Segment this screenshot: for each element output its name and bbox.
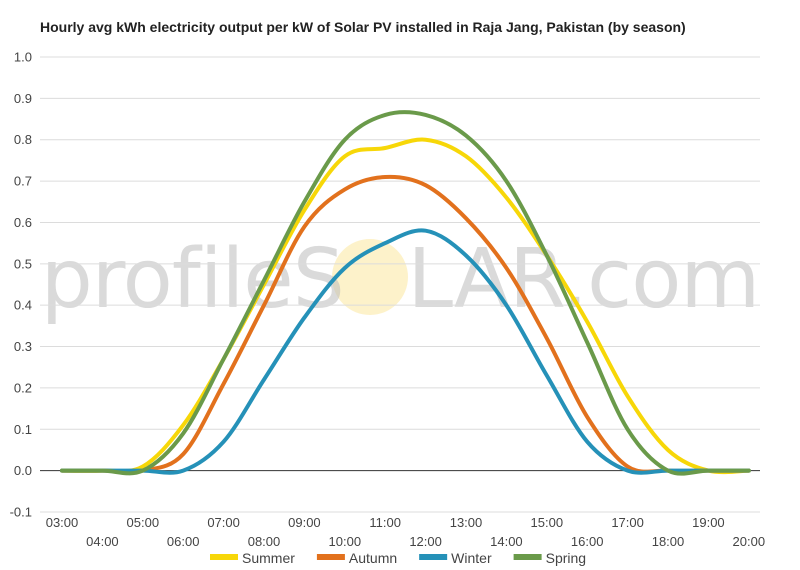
y-tick-label: 0.4 — [14, 298, 32, 313]
y-tick-label: 0.6 — [14, 215, 32, 230]
watermark: profileSOLAR.com — [41, 232, 761, 327]
gridlines — [40, 56, 760, 513]
x-tick-label: 14:00 — [490, 534, 523, 549]
y-tick-label: 0.3 — [14, 339, 32, 354]
legend-label-summer: Summer — [242, 550, 295, 566]
x-tick-label: 12:00 — [409, 534, 442, 549]
legend-label-winter: Winter — [451, 550, 492, 566]
x-tick-label: 18:00 — [652, 534, 685, 549]
x-tick-label: 04:00 — [86, 534, 119, 549]
x-tick-label: 05:00 — [127, 515, 160, 530]
series-line-spring — [60, 110, 751, 476]
legend-swatch-summer — [210, 554, 238, 560]
x-tick-label: 13:00 — [450, 515, 483, 530]
x-tick-label: 10:00 — [329, 534, 362, 549]
watermark-sun-icon — [332, 239, 408, 315]
watermark-part: LAR.com — [407, 232, 759, 327]
series-line-autumn — [60, 174, 751, 474]
x-tick-label: 16:00 — [571, 534, 604, 549]
legend-swatch-spring — [513, 554, 542, 560]
x-tick-label: 11:00 — [369, 515, 401, 530]
y-tick-label: 0.8 — [14, 132, 32, 147]
x-tick-label: 19:00 — [692, 515, 725, 530]
x-tick-label: 06:00 — [167, 534, 200, 549]
x-tick-label: 09:00 — [288, 515, 321, 530]
y-axis: -0.1 0.0 0.1 0.2 0.3 0.4 0.5 0.6 0.7 0.8 0.9 1.0 — [10, 50, 32, 520]
y-tick-label: 1.0 — [14, 50, 32, 65]
legend-swatch-autumn — [316, 554, 345, 560]
x-axis: 03:00 04:00 05:00 06:00 07:00 08:00 09:00 10:00… — [46, 515, 765, 549]
x-tick-label: 17:00 — [611, 515, 644, 530]
y-tick-label: 0.2 — [14, 380, 32, 395]
x-tick-label: 15:00 — [531, 515, 564, 530]
chart-title: Hourly avg kWh electricity output per kW… — [40, 19, 686, 35]
y-tick-label: 0.7 — [14, 174, 32, 189]
watermark-text: profileSOLAR.com — [41, 232, 760, 327]
x-tick-label: 07:00 — [207, 515, 240, 530]
y-tick-label: 0.5 — [14, 256, 32, 271]
series-lines — [60, 110, 751, 476]
y-tick-label: -0.1 — [10, 505, 32, 520]
watermark-part: profileS — [41, 232, 344, 327]
y-tick-label: 0.9 — [14, 91, 32, 106]
y-tick-label: 0.0 — [14, 463, 32, 478]
x-tick-label: 20:00 — [733, 534, 766, 549]
y-tick-label: 0.1 — [14, 422, 32, 437]
series-line-summer — [60, 137, 751, 475]
x-tick-label: 08:00 — [248, 534, 281, 549]
legend-swatch-winter — [419, 554, 448, 560]
legend-label-autumn: Autumn — [349, 550, 397, 566]
legend: Summer Autumn Winter Spring — [210, 550, 586, 566]
legend-label-spring: Spring — [546, 550, 586, 566]
x-tick-label: 03:00 — [46, 515, 79, 530]
series-line-winter — [60, 228, 751, 475]
